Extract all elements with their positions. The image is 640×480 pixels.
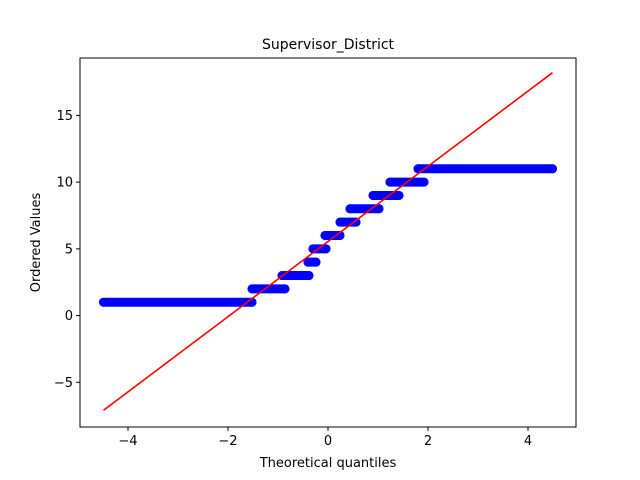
plateau-end-point-9 (394, 190, 404, 200)
x-tick-label: 4 (524, 434, 532, 449)
reference-line-layer (103, 72, 553, 411)
y-axis-label: Ordered Values (29, 193, 44, 293)
plateau-start-point-1 (99, 297, 108, 307)
plateau-start-point-4 (303, 257, 313, 267)
y-tick-label: 0 (65, 309, 73, 324)
plateau-end-point-10 (419, 177, 429, 187)
y-tick-label: 15 (56, 109, 73, 124)
x-tick-label: −2 (218, 434, 237, 449)
y-tick-label: 10 (56, 176, 73, 191)
y-tick-label: 5 (65, 242, 73, 257)
plateau-start-point-2 (247, 284, 257, 294)
reference-line (103, 72, 553, 411)
plateau-end-point-4 (311, 257, 321, 267)
plateau-start-point-7 (335, 217, 345, 227)
plateau-start-point-9 (368, 190, 378, 200)
plateau-end-point-7 (351, 217, 361, 227)
plateau-start-point-11 (413, 164, 423, 174)
plateau-start-point-6 (320, 230, 330, 240)
plateau-start-point-10 (385, 177, 395, 187)
y-tick-label: −5 (54, 376, 73, 391)
data-points (99, 164, 557, 307)
plateau-end-point-8 (374, 204, 384, 214)
plateau-start-point-8 (345, 204, 355, 214)
x-axis-label: Theoretical quantiles (259, 456, 397, 471)
plateau-end-point-5 (321, 244, 331, 254)
plateau-end-point-11 (548, 164, 557, 174)
plateau-end-point-3 (304, 271, 314, 281)
y-axis-ticks: −5 0 5 10 15 (54, 109, 80, 391)
x-tick-label: 2 (424, 434, 432, 449)
x-tick-label: −4 (118, 434, 137, 449)
plateau-end-point-2 (280, 284, 290, 294)
x-axis-ticks: −4 −2 0 2 4 (118, 427, 532, 449)
x-tick-label: 0 (324, 434, 332, 449)
chart-title: Supervisor_District (262, 37, 395, 53)
